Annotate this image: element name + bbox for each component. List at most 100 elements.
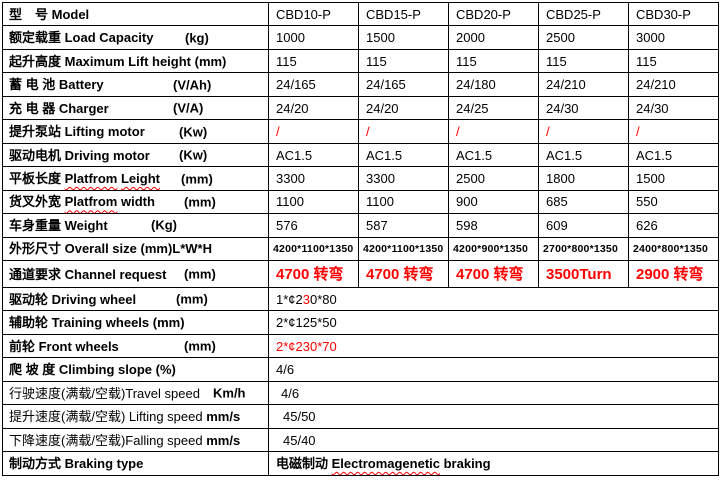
value-cell-max-lift-height-CBD30-P: 115 — [628, 48, 719, 74]
value-cell-model-CBD25-P: CBD25-P — [538, 1, 629, 27]
table-row-training-wheels: 辅助轮 Training wheels (mm) 2*¢125*50 — [2, 310, 719, 335]
value-text: 4200*1100*1350 — [273, 242, 354, 255]
value-text: 115 — [276, 53, 297, 69]
value-cell-weight-CBD30-P: 626 — [628, 213, 719, 238]
row-label-max-lift-height: 起升高度 Maximum Lift height (mm) — [2, 48, 269, 74]
value-text: 2400*800*1350 — [633, 242, 709, 255]
value-cell-platform-length-CBD20-P: 2500 — [448, 166, 539, 191]
value-cell-lifting-motor-CBD15-P: / — [358, 119, 449, 144]
value-text: 24/30 — [546, 100, 579, 116]
value-text: CBD15-P — [366, 6, 421, 22]
value-text: CBD30-P — [636, 6, 691, 22]
row-label-driving-motor: 驱动电机 Driving motor (Kw) — [2, 142, 269, 168]
value-text: 24/20 — [366, 100, 399, 116]
value-text: 24/165 — [366, 77, 406, 93]
value-text: 3500Turn — [546, 265, 612, 283]
row-label-text: 提升泵站 Lifting motor — [9, 124, 145, 140]
table-row-model: 型 号 Model CBD10-P CBD15-P CBD20-P CBD25-P CBD… — [2, 1, 719, 27]
value-text: CBD25-P — [546, 6, 601, 22]
row-label-text: 驱动轮 Driving wheel — [9, 291, 137, 307]
row-label-weight: 车身重量 Weight (Kg) — [2, 213, 269, 238]
value-cell-overall-size-CBD25-P: 2700*800*1350 — [538, 236, 629, 262]
value-text: 24/30 — [636, 100, 669, 116]
value-cell-battery-CBD30-P: 24/210 — [628, 72, 719, 97]
row-label-text: 制动方式 Braking type — [9, 456, 144, 472]
table-row-front-wheels: 前轮 Front wheels (mm) 2*¢230*70 — [2, 333, 719, 359]
value-text: 4/6 — [281, 385, 300, 401]
table-row-channel-request: 通道要求 Channel request (mm) 4700 转弯 4700 转弯 47… — [2, 260, 719, 288]
value-cell-lifting-motor-CBD30-P: / — [628, 119, 719, 144]
value-cell-max-lift-height-CBD15-P: 115 — [358, 48, 449, 74]
row-label-text: 前轮 Front wheels — [9, 338, 119, 354]
value-cell-load-capacity-CBD10-P: 1000 — [268, 25, 359, 50]
value-cell-platform-length-CBD30-P: 1500 — [628, 166, 719, 191]
value-text: 24/210 — [636, 77, 676, 93]
row-label-text: 起升高度 Maximum Lift height (mm) — [9, 53, 227, 69]
table-row-driving-wheel: 驱动轮 Driving wheel (mm) 1*¢230*80 — [2, 286, 719, 312]
row-unit: (V/Ah) — [173, 77, 212, 93]
row-label-text: 下降速度(满载/空载)Falling speed — [9, 432, 207, 448]
value-text: 1*¢2 — [276, 291, 303, 307]
row-unit: (mm) — [181, 171, 213, 187]
table-row-travel-speed: 行驶速度(满载/空载)Travel speed Km/h 4/6 — [2, 380, 719, 406]
row-label-channel-request: 通道要求 Channel request (mm) — [2, 260, 269, 288]
row-unit: (mm) — [176, 291, 208, 307]
value-cell-load-capacity-CBD15-P: 1500 — [358, 25, 449, 50]
table-row-falling-speed: 下降速度(满载/空载)Falling speed mm/s 45/40 — [2, 427, 719, 453]
value-cell-charger-CBD20-P: 24/25 — [448, 95, 539, 121]
row-label-text: 外形尺寸 Overall size (mm)L*W*H — [9, 241, 212, 257]
value-text: 2900 转弯 — [636, 265, 704, 283]
value-cell-driving-motor-CBD25-P: AC1.5 — [538, 142, 629, 168]
value-text: 626 — [636, 217, 658, 233]
value-cell-charger-CBD10-P: 24/20 — [268, 95, 359, 121]
value-cell-overall-size-CBD10-P: 4200*1100*1350 — [268, 236, 359, 262]
value-text: 2700*800*1350 — [543, 242, 619, 255]
value-text: 2*¢125*50 — [276, 315, 337, 331]
row-label-lifting-motor: 提升泵站 Lifting motor (Kw) — [2, 119, 269, 144]
table-row-overall-size: 外形尺寸 Overall size (mm)L*W*H 4200*1100*135… — [2, 236, 719, 262]
value-cell-max-lift-height-CBD25-P: 115 — [538, 48, 629, 74]
value-cell-platform-width-CBD10-P: 1100 — [268, 189, 359, 215]
value-text: 24/25 — [456, 100, 489, 116]
value-text: 550 — [636, 194, 658, 210]
value-cell-platform-length-CBD10-P: 3300 — [268, 166, 359, 191]
value-text: 24/180 — [456, 77, 496, 93]
row-label-text: 通道要求 Channel request — [9, 266, 167, 282]
row-label-text: 提升速度(满载/空载) Lifting speed — [9, 409, 207, 425]
value-text: 45/50 — [283, 409, 316, 425]
value-text: 1000 — [276, 30, 305, 46]
value-text: Electromagenetic — [331, 456, 440, 472]
value-text: 2500 — [546, 30, 575, 46]
value-text: 4200*900*1350 — [453, 242, 529, 255]
row-label-text: Platfrom — [64, 194, 118, 210]
row-label-text: 车身重量 Weight — [9, 217, 108, 233]
value-text: 3 — [302, 291, 310, 307]
value-text: 115 — [546, 53, 567, 69]
value-cell-platform-width-CBD15-P: 1100 — [358, 189, 449, 215]
row-label-text: 货叉外宽 — [9, 194, 65, 210]
value-text: / — [636, 124, 640, 140]
value-cell-channel-request-CBD15-P: 4700 转弯 — [358, 260, 449, 288]
value-text: AC1.5 — [456, 147, 493, 163]
merged-value-cell-training-wheels: 2*¢125*50 — [268, 310, 719, 335]
value-text: 24/210 — [546, 77, 586, 93]
table-row-platform-length: 平板长度 Platfrom Leight (mm) 3300 3300 2500 1800… — [2, 166, 719, 191]
row-label-text: mm/s — [206, 409, 241, 425]
value-text: 1800 — [546, 171, 575, 187]
row-label-text: 充 电 器 Charger — [9, 100, 109, 116]
value-text: 3000 — [636, 30, 665, 46]
value-cell-lifting-motor-CBD25-P: / — [538, 119, 629, 144]
value-text: AC1.5 — [546, 147, 583, 163]
value-text: 115 — [456, 53, 477, 69]
row-label-text: mm/s — [206, 432, 241, 448]
value-cell-model-CBD15-P: CBD15-P — [358, 1, 449, 27]
value-text: 900 — [456, 194, 478, 210]
value-cell-platform-length-CBD15-P: 3300 — [358, 166, 449, 191]
value-cell-overall-size-CBD15-P: 4200*1100*1350 — [358, 236, 449, 262]
row-label-battery: 蓄 电 池 Battery (V/Ah) — [2, 72, 269, 97]
row-label-charger: 充 电 器 Charger (V/A) — [2, 95, 269, 121]
value-cell-weight-CBD10-P: 576 — [268, 213, 359, 238]
table-row-max-lift-height: 起升高度 Maximum Lift height (mm) 115 115 115 11… — [2, 48, 719, 74]
row-unit: (V/A) — [173, 100, 204, 116]
